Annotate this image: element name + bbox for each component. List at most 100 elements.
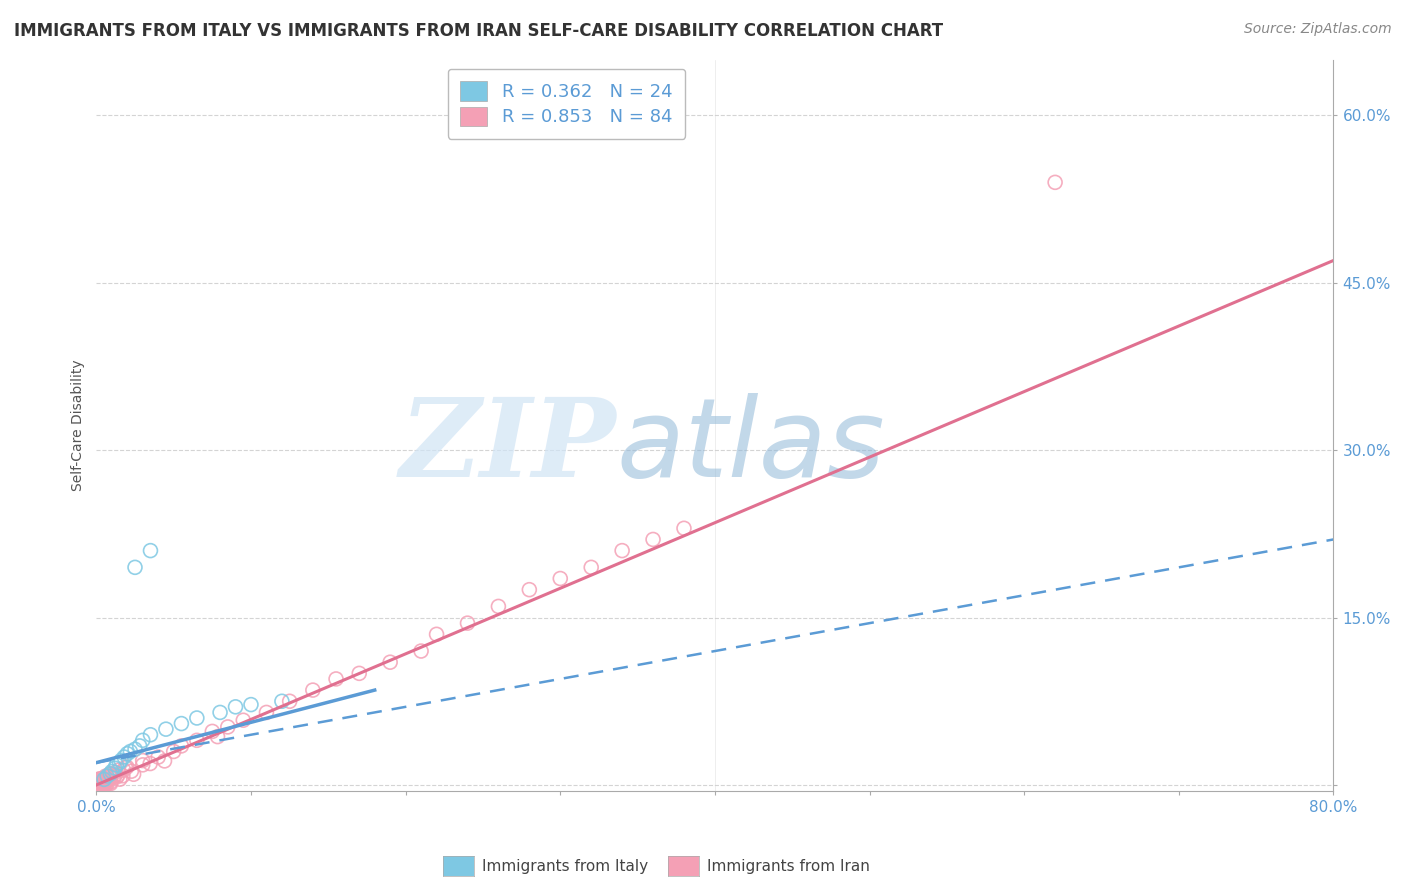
Point (105, 770, 128, 784)
Point (186, 733, 208, 747)
Point (641, 533, 664, 547)
Point (209, 706, 232, 720)
Point (139, 543, 162, 558)
Point (148, 750, 170, 764)
Point (104, 765, 127, 780)
Point (107, 763, 129, 777)
Text: Immigrants from Iran: Immigrants from Iran (707, 859, 870, 873)
Point (232, 713, 254, 727)
Text: ZIP: ZIP (399, 393, 616, 500)
Point (112, 763, 135, 777)
Point (108, 756, 131, 770)
Point (186, 711, 208, 725)
Point (87, 772, 110, 787)
Point (98, 767, 121, 781)
Text: Source: ZipAtlas.com: Source: ZipAtlas.com (1244, 22, 1392, 37)
Point (87, 774, 110, 789)
Point (91, 777, 114, 791)
Point (96, 772, 118, 787)
Point (96, 769, 118, 783)
Point (124, 560, 146, 574)
Point (271, 694, 294, 708)
Point (456, 616, 478, 631)
Point (87, 776, 110, 790)
Point (155, 722, 177, 736)
Point (548, 572, 571, 586)
Point (1043, 175, 1066, 189)
Point (90, 776, 112, 790)
Point (100, 776, 122, 790)
Point (96, 777, 118, 791)
Point (132, 757, 155, 772)
Point (94, 774, 117, 789)
Point (112, 750, 135, 764)
Point (91, 777, 114, 791)
Point (409, 644, 432, 658)
Point (91, 776, 114, 790)
Point (108, 772, 131, 787)
Point (153, 754, 176, 768)
Text: IMMIGRANTS FROM ITALY VS IMMIGRANTS FROM IRAN SELF-CARE DISABILITY CORRELATION C: IMMIGRANTS FROM ITALY VS IMMIGRANTS FROM… (14, 22, 943, 40)
Point (115, 760, 138, 774)
Point (97, 772, 120, 787)
Point (94, 775, 117, 789)
Point (98, 770, 121, 784)
Point (87, 772, 110, 787)
Point (96, 777, 118, 791)
Point (94, 774, 117, 789)
Point (240, 698, 263, 712)
Point (101, 764, 124, 779)
Point (325, 672, 347, 686)
Point (90, 774, 112, 789)
Point (87, 777, 110, 791)
Point (225, 699, 247, 714)
Point (114, 760, 136, 774)
Point (91, 777, 114, 791)
Point (207, 730, 229, 744)
Point (139, 728, 162, 742)
Point (349, 666, 371, 681)
Point (93, 772, 115, 787)
Point (87, 777, 110, 791)
Point (98, 770, 121, 784)
Point (517, 582, 540, 597)
Point (93, 772, 115, 786)
Point (128, 739, 150, 753)
Point (89, 772, 111, 786)
Point (93, 772, 115, 787)
Text: atlas: atlas (616, 393, 884, 500)
Point (425, 627, 447, 641)
Point (217, 720, 239, 734)
Point (170, 739, 193, 753)
Point (87, 777, 110, 791)
Point (93, 774, 115, 789)
Point (89, 772, 111, 786)
Point (610, 543, 633, 558)
Point (98, 766, 121, 780)
Point (87, 775, 110, 789)
Point (89, 777, 111, 791)
Point (132, 733, 155, 747)
Point (94, 769, 117, 783)
Point (380, 655, 402, 669)
Point (89, 777, 111, 791)
Point (89, 777, 111, 791)
Point (122, 767, 145, 781)
Point (131, 754, 153, 768)
Point (278, 694, 301, 708)
Legend: R = 0.362   N = 24, R = 0.853   N = 84: R = 0.362 N = 24, R = 0.853 N = 84 (447, 69, 685, 139)
Point (104, 761, 127, 775)
Point (87, 773, 110, 788)
Point (87, 776, 110, 790)
Y-axis label: Self-Care Disability: Self-Care Disability (72, 359, 86, 491)
Point (120, 764, 142, 779)
Point (170, 716, 193, 731)
Point (94, 776, 117, 790)
Point (163, 744, 186, 758)
Point (97, 772, 120, 786)
Point (201, 724, 224, 739)
Point (87, 777, 110, 791)
Text: Immigrants from Italy: Immigrants from Italy (482, 859, 648, 873)
Point (104, 768, 127, 782)
Point (302, 683, 325, 698)
